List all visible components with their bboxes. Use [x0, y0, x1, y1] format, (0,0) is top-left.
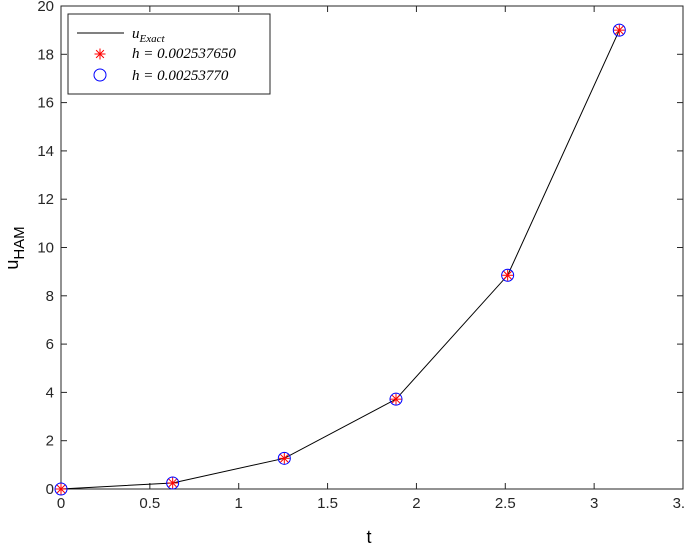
y-tick-label: 4 — [46, 384, 54, 401]
y-tick-label: 12 — [37, 191, 54, 208]
legend-star-mark — [94, 48, 106, 60]
legend-label-exact: uExact — [132, 26, 165, 45]
x-tick-label: 0 — [57, 495, 65, 512]
y-tick-label: 20 — [37, 0, 54, 15]
data-point-star — [390, 393, 402, 405]
x-tick-label: 1.5 — [317, 495, 338, 512]
x-tick-label: 2.5 — [495, 495, 516, 512]
data-point-star — [278, 452, 290, 464]
data-point-circle — [166, 476, 180, 490]
x-tick-label: 1 — [235, 495, 243, 512]
data-point-circle — [501, 268, 515, 282]
y-tick-label: 2 — [46, 433, 54, 450]
x-tick-label: 2 — [412, 495, 420, 512]
data-point-circle — [612, 23, 626, 37]
x-axis-label: t — [366, 527, 371, 545]
y-tick-label: 10 — [37, 240, 54, 257]
y-tick-label: 6 — [46, 336, 54, 353]
data-point-star — [167, 477, 179, 489]
y-tick-label: 16 — [37, 95, 54, 112]
legend-swatch-circle-icon — [93, 68, 107, 82]
legend-label-exact-main: u — [132, 26, 140, 42]
y-axis-label-main: u — [2, 260, 22, 270]
legend-label-exact-sub: Exact — [139, 33, 166, 45]
data-point-star — [55, 483, 67, 495]
y-tick-label: 18 — [37, 46, 54, 63]
data-point-circle — [389, 392, 403, 406]
legend: uExact h = 0.002537650 h = 0.00253770 — [67, 13, 271, 95]
legend-label-star: h = 0.002537650 — [132, 46, 236, 62]
data-point-circle — [277, 451, 291, 465]
y-axis-label-sub: HAM — [11, 226, 28, 259]
x-tick-label: 3 — [590, 495, 598, 512]
x-tick-label: 0.5 — [139, 495, 160, 512]
y-tick-label: 8 — [46, 288, 54, 305]
data-point-circle — [54, 482, 68, 496]
legend-swatch-star-icon — [94, 48, 106, 60]
y-axis-label: uHAM — [2, 226, 28, 269]
legend-label-circle: h = 0.00253770 — [132, 68, 229, 84]
data-point-star — [613, 24, 625, 36]
data-point-star — [502, 269, 514, 281]
y-tick-label: 0 — [46, 481, 54, 498]
chart-marks — [54, 23, 626, 496]
series-line-exact — [60, 29, 620, 490]
x-tick-label: 3.5 — [673, 495, 685, 512]
y-tick-label: 14 — [37, 143, 54, 160]
axis-ticks: 0 0.5 1 1.5 2 2.5 3 3.5 0 2 4 6 8 10 12 14 16 18 20 — [37, 0, 685, 512]
